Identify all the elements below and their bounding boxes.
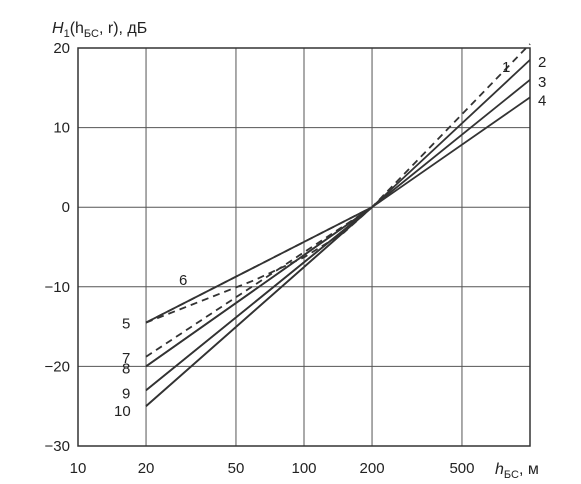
y-tick-label: −10 [45, 279, 70, 296]
series-line-8 [145, 206, 373, 368]
curve-label-9: 9 [122, 385, 130, 402]
curve-label-10: 10 [114, 403, 131, 420]
x-tick-label: 500 [449, 460, 474, 477]
curve-label-3: 3 [538, 74, 546, 91]
curve-label-6: 6 [179, 272, 187, 289]
curve-label-1: 1 [502, 59, 510, 76]
series-line-1 [145, 43, 531, 324]
series-line-7 [145, 206, 373, 358]
curve-label-5: 5 [122, 316, 130, 333]
y-tick-label: −20 [45, 358, 70, 375]
x-tick-label: 100 [291, 460, 316, 477]
x-tick-label: 50 [228, 460, 245, 477]
chart-grid [77, 47, 531, 447]
series-lines [145, 43, 531, 407]
curve-label-8: 8 [122, 360, 130, 377]
series-line-10 [145, 206, 373, 407]
y-tick-label: 20 [53, 40, 70, 57]
curve-label-2: 2 [538, 54, 546, 71]
x-tick-labels: 10 20 50 100 200 500 [70, 460, 475, 477]
series-line-9 [145, 206, 373, 391]
x-axis-label: hБС, м [495, 461, 539, 481]
curve-label-4: 4 [538, 92, 546, 109]
x-tick-label: 200 [360, 460, 385, 477]
y-axis-label: H1(hБС, r), дБ [52, 20, 147, 40]
y-tick-label: −30 [45, 438, 70, 455]
x-tick-label: 20 [138, 460, 155, 477]
series-line-2 [145, 59, 531, 407]
series-line-5 [145, 206, 373, 324]
y-tick-label: 10 [53, 120, 70, 137]
x-tick-label: 10 [70, 460, 87, 477]
y-tick-label: 0 [62, 199, 70, 216]
plot-frame [77, 47, 531, 447]
curve-label-7: 7 [122, 350, 130, 367]
y-tick-labels: 20 10 0 −10 −20 −30 [45, 40, 70, 455]
series-line-6 [145, 206, 373, 324]
